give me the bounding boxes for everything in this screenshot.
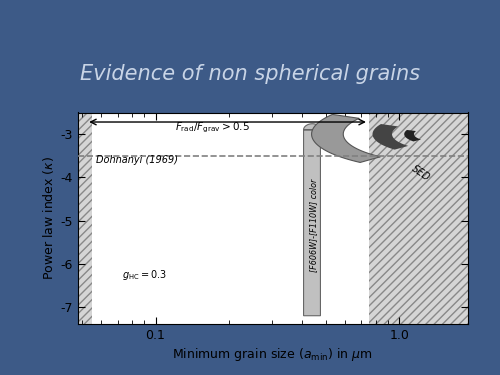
X-axis label: Minimum grain size ($a_{\mathrm{min}}$) in $\mu$m: Minimum grain size ($a_{\mathrm{min}}$) … [172, 346, 373, 363]
Polygon shape [372, 124, 408, 150]
Y-axis label: Power law index ($\kappa$): Power law index ($\kappa$) [41, 156, 56, 280]
Text: SED: SED [410, 163, 432, 183]
Text: [F606W]-[F110W] color: [F606W]-[F110W] color [309, 178, 318, 272]
Text: $g_{\mathrm{HC}}=0.3$: $g_{\mathrm{HC}}=0.3$ [122, 268, 167, 282]
Bar [369, 112, 468, 324]
Bar [78, 112, 92, 324]
Text: Dohnanyi (1969): Dohnanyi (1969) [96, 155, 178, 165]
Text: Evidence of non spherical grains: Evidence of non spherical grains [80, 64, 420, 84]
Polygon shape [304, 124, 320, 316]
Bar [369, 112, 468, 324]
Text: $F_{\mathrm{rad}}/F_{\mathrm{grav}}>0.5$: $F_{\mathrm{rad}}/F_{\mathrm{grav}}>0.5$ [175, 120, 250, 135]
Polygon shape [404, 130, 421, 141]
Polygon shape [0, 301, 28, 375]
Polygon shape [312, 114, 380, 162]
Bar [78, 112, 92, 324]
